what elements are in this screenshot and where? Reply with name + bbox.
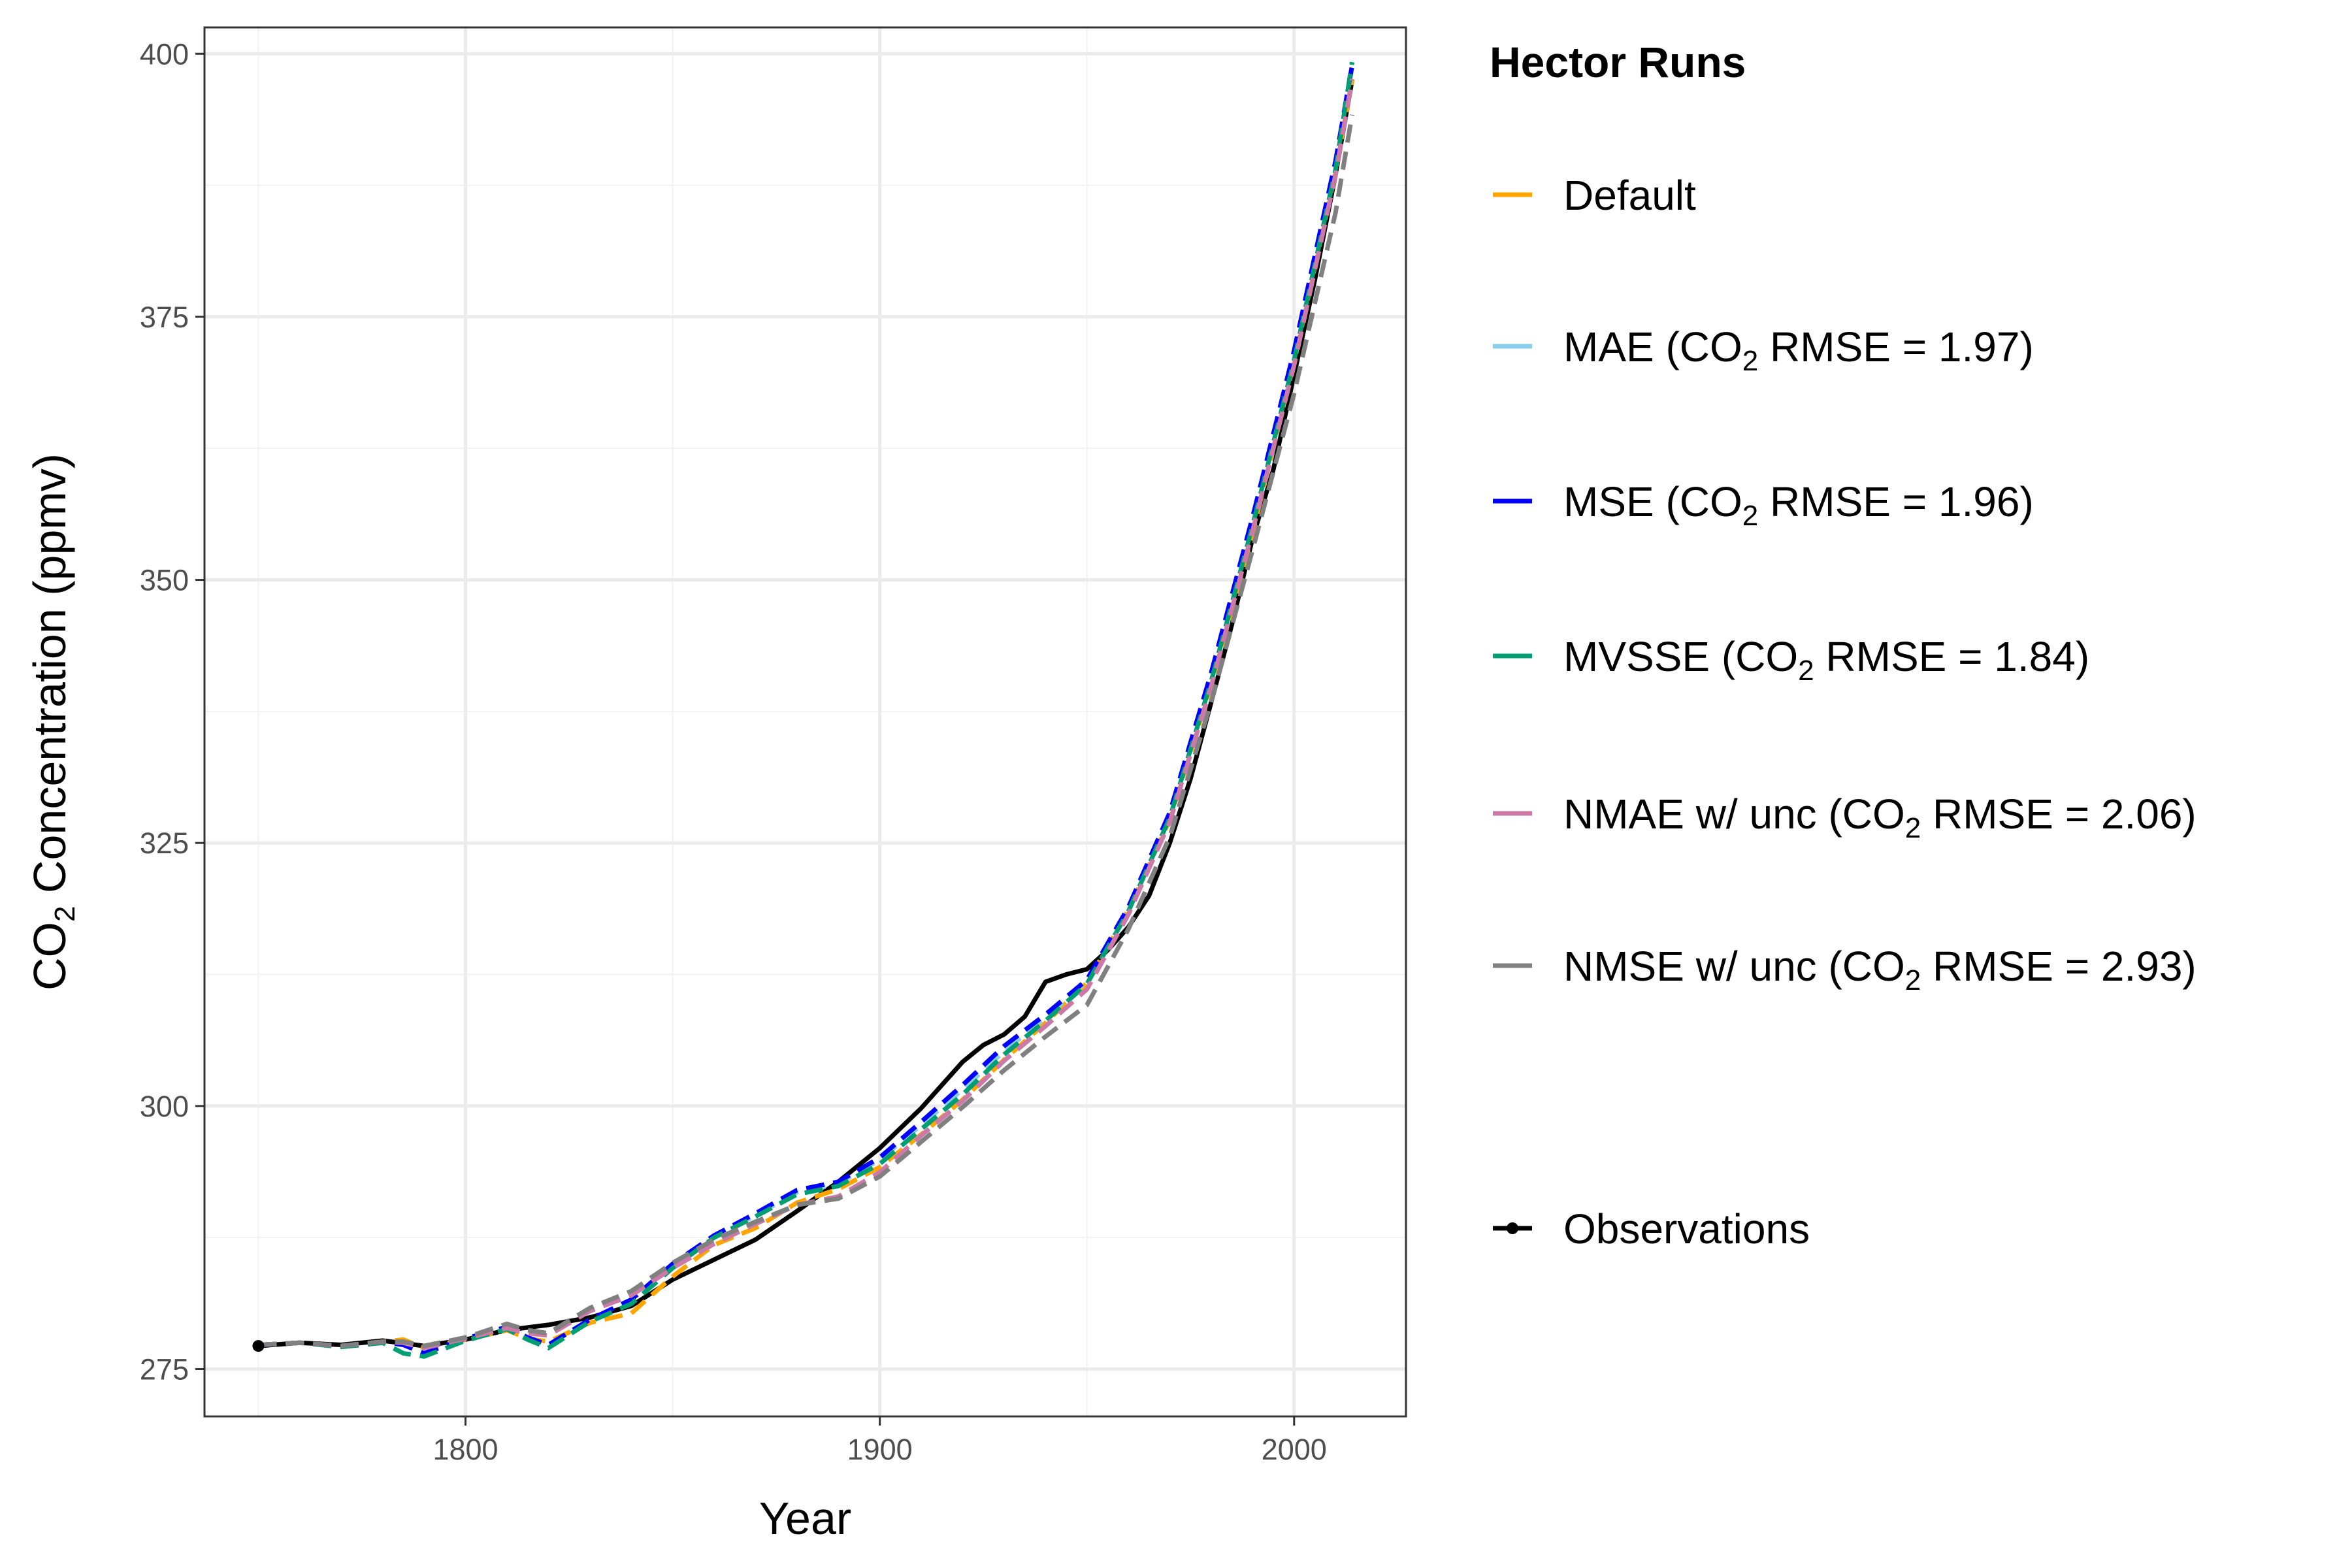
x-tick-label: 1800 xyxy=(433,1433,498,1466)
axes-labels: 1800 1900 2000 275 300 325 350 375 400 Year CO2 Co… xyxy=(24,37,1327,1544)
x-axis-title: Year xyxy=(759,1493,851,1544)
legend-label: MAE (CO2 RMSE = 1.97) xyxy=(1563,323,2034,377)
x-tick-label: 1900 xyxy=(847,1433,913,1466)
legend-label: Observations xyxy=(1563,1205,1810,1252)
y-tick-label: 375 xyxy=(140,301,189,334)
legend-label: Default xyxy=(1563,172,1696,219)
legend-label: MSE (CO2 RMSE = 1.96) xyxy=(1563,478,2034,532)
legend-label: NMAE w/ unc (CO2 RMSE = 2.06) xyxy=(1563,791,2197,844)
y-tick-label: 275 xyxy=(140,1353,189,1386)
legend-key-point xyxy=(1507,1222,1518,1234)
legend-label: NMSE w/ unc (CO2 RMSE = 2.93) xyxy=(1563,943,2197,996)
y-tick-label: 400 xyxy=(140,37,189,71)
legend: Hector Runs Default MAE (CO2 RMSE = 1.97) M… xyxy=(1490,38,2197,1252)
y-tick-label: 325 xyxy=(140,826,189,860)
y-axis-title: CO2 Concentration (ppmv) xyxy=(24,453,81,990)
series-line-mse xyxy=(258,65,1355,1356)
panel-border xyxy=(203,26,1407,1418)
x-tick-label: 2000 xyxy=(1262,1433,1327,1466)
y-tick-label: 350 xyxy=(140,564,189,597)
series-line-nmse xyxy=(258,114,1355,1348)
legend-title: Hector Runs xyxy=(1490,38,1746,86)
y-axis-title-group: CO2 Concentration (ppmv) xyxy=(24,453,81,990)
legend-label: MVSSE (CO2 RMSE = 1.84) xyxy=(1563,633,2089,687)
y-tick-label: 300 xyxy=(140,1090,189,1123)
observation-point xyxy=(252,1340,265,1352)
plot-panel xyxy=(203,26,1407,1418)
